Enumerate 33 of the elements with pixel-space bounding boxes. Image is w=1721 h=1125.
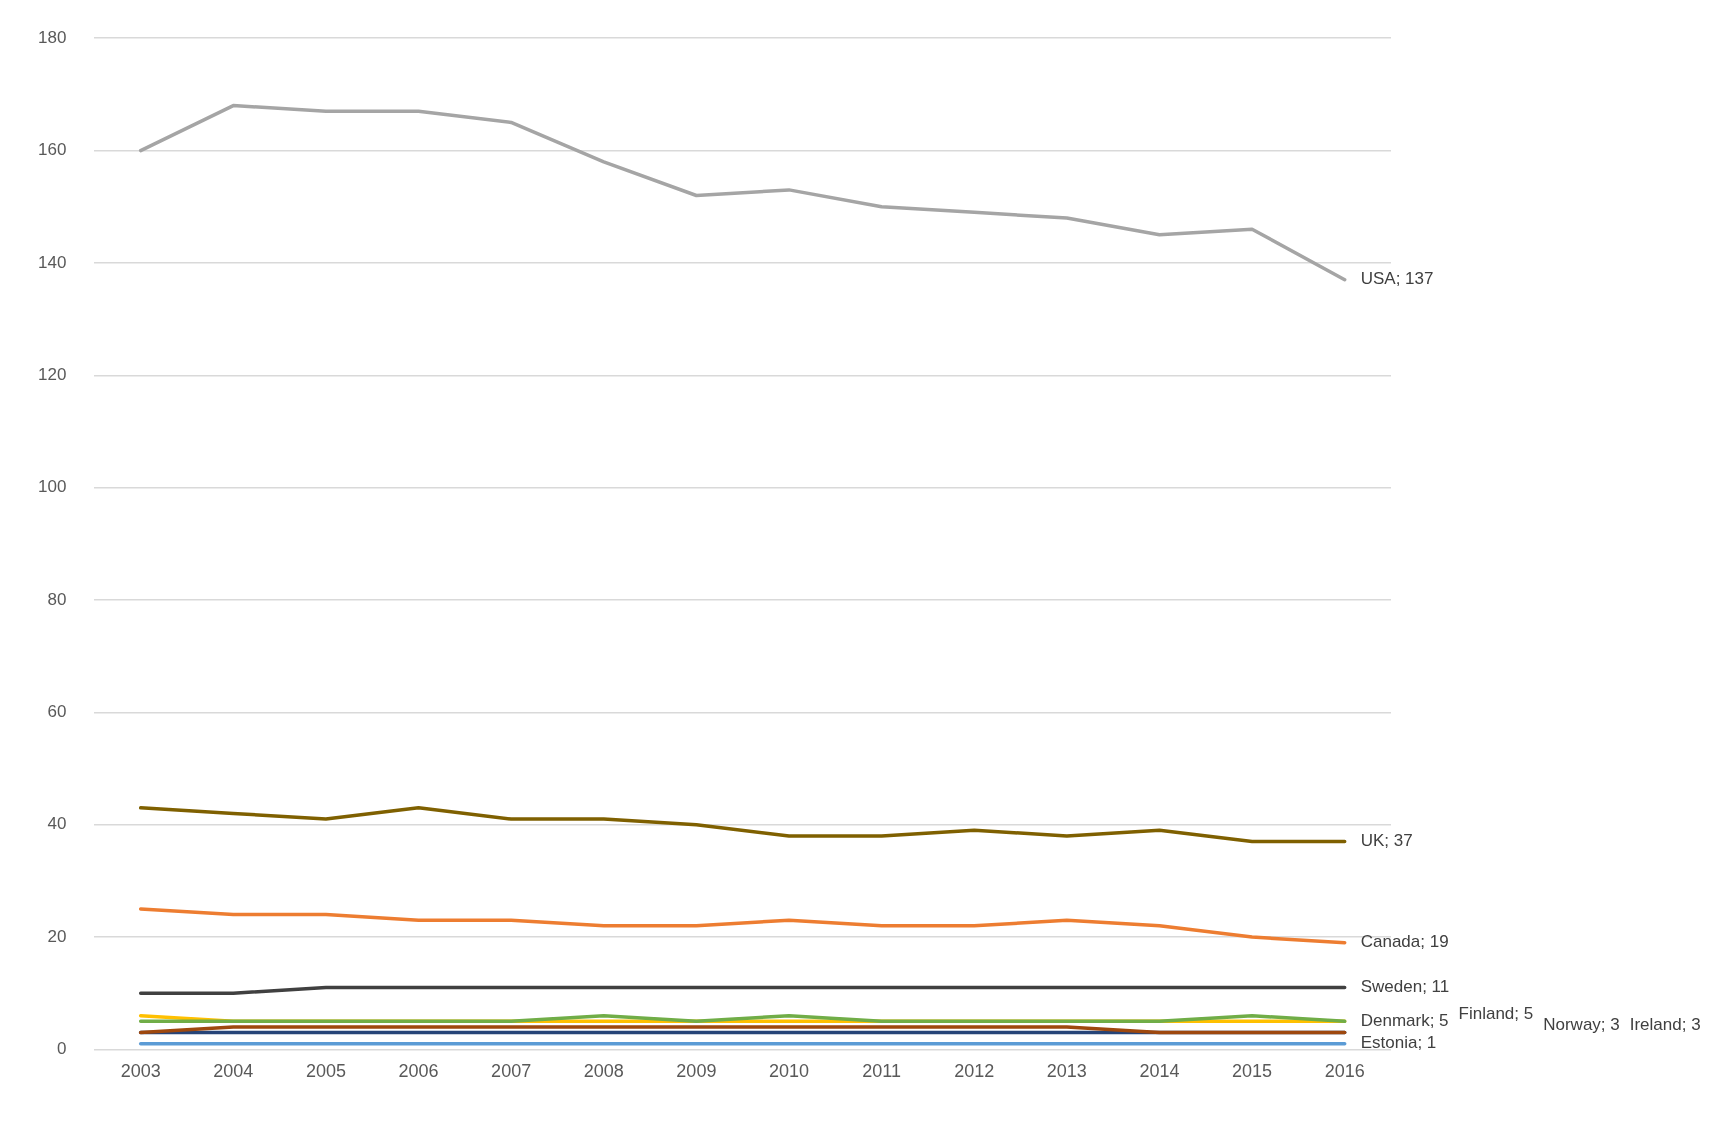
text: Ireland; 3 [1629, 1015, 1701, 1034]
y-tick-label: 60 [47, 702, 67, 722]
x-tick-label: 2003 [120, 1061, 161, 1082]
text: Finland; 5 [1458, 1004, 1534, 1023]
y-tick-label: 40 [47, 814, 67, 834]
x-tick-label: 2005 [305, 1061, 346, 1082]
x-tick-label: 2015 [1232, 1061, 1273, 1082]
x-tick-label: 2006 [398, 1061, 439, 1082]
y-tick-label: 20 [47, 926, 67, 946]
annotation: Denmark; 5 [1360, 1011, 1449, 1030]
y-tick-label: 160 [37, 140, 67, 160]
y-tick-label: 80 [47, 589, 67, 609]
y-tick-label: 180 [37, 27, 67, 47]
x-tick-label: 2008 [583, 1061, 624, 1082]
x-tick-label: 2012 [954, 1061, 995, 1082]
text: Norway; 3 [1543, 1015, 1620, 1034]
x-tick-label: 2011 [862, 1061, 901, 1082]
annotation: Canada; 19 [1360, 932, 1449, 952]
x-tick-label: 2016 [1324, 1061, 1365, 1082]
y-tick-label: 0 [56, 1039, 67, 1059]
annotation: Estonia; 1 [1360, 1033, 1437, 1053]
x-tick-label: 2013 [1046, 1061, 1087, 1082]
y-tick-label: 140 [37, 252, 67, 272]
x-tick-label: 2010 [768, 1061, 810, 1082]
annotation: USA; 137 [1360, 269, 1434, 289]
x-tick-label: 2014 [1139, 1061, 1180, 1082]
annotation: UK; 37 [1360, 831, 1413, 851]
y-tick-label: 100 [37, 477, 67, 497]
y-tick-label: 120 [37, 364, 67, 384]
x-tick-label: 2004 [213, 1061, 254, 1082]
annotation: Sweden; 11 [1360, 977, 1450, 997]
x-tick-label: 2009 [676, 1061, 717, 1082]
x-tick-label: 2007 [491, 1061, 532, 1082]
